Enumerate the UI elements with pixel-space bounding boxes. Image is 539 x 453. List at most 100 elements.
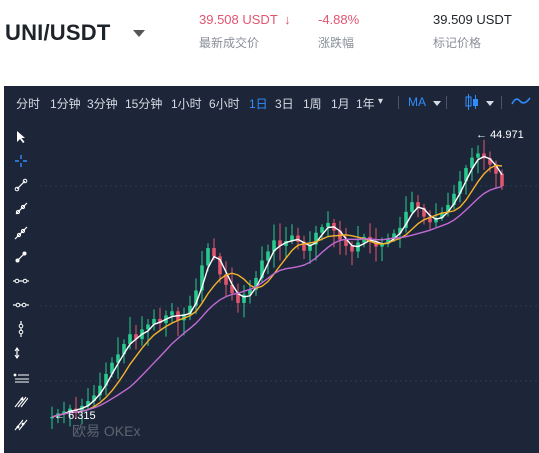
candle-body bbox=[272, 240, 276, 252]
indicator-ma-button[interactable]: MA bbox=[408, 95, 426, 109]
candle-body bbox=[458, 181, 462, 194]
chart-type-dropdown-icon[interactable] bbox=[486, 101, 494, 106]
candle-body bbox=[254, 277, 258, 290]
segment-icon[interactable] bbox=[10, 248, 32, 266]
horizontal-ray-glyph bbox=[13, 302, 29, 308]
candle-body bbox=[152, 318, 156, 325]
candlestick-glyph bbox=[465, 94, 478, 110]
tab-timeframe-fenshi[interactable]: 分时 bbox=[16, 97, 41, 111]
last-price-block: 39.508 USDT ↓ 最新成交价 bbox=[199, 12, 291, 51]
candle-body bbox=[476, 153, 480, 158]
ray-line-icon[interactable] bbox=[10, 200, 32, 218]
chart-toolbar: 分时 1分钟 3分钟 15分钟 1小时 6小时 1日 3日 1周 1月 1年 ▾… bbox=[4, 86, 539, 118]
candle-body bbox=[296, 235, 300, 242]
candle-body bbox=[398, 227, 402, 234]
parallel-channel-icon[interactable] bbox=[10, 368, 32, 386]
tab-timeframe-1m[interactable]: 1分钟 bbox=[50, 97, 81, 111]
tab-timeframe-3m[interactable]: 3分钟 bbox=[87, 97, 118, 111]
toolbar-divider bbox=[501, 96, 502, 109]
tab-timeframe-6h[interactable]: 6小时 bbox=[209, 97, 240, 111]
ma-line-mid bbox=[51, 164, 503, 418]
change-label: 涨跌幅 bbox=[318, 36, 355, 50]
candle-body bbox=[170, 311, 174, 316]
candle-body bbox=[344, 239, 348, 246]
candle-body bbox=[314, 232, 318, 245]
candle-body bbox=[278, 240, 282, 246]
candlestick-type-icon[interactable] bbox=[465, 93, 479, 114]
extended-line-icon[interactable] bbox=[10, 224, 32, 242]
tab-timeframe-1mo[interactable]: 1月 bbox=[331, 97, 350, 111]
candle-body bbox=[134, 334, 138, 340]
candlestick-chart-svg bbox=[40, 139, 539, 429]
high-price-value: 44.971 bbox=[490, 129, 524, 142]
candle-body bbox=[416, 202, 420, 208]
candle-body bbox=[218, 256, 222, 275]
candle-body bbox=[230, 284, 234, 294]
high-arrow-icon: ← bbox=[476, 129, 487, 142]
tab-timeframe-15m[interactable]: 15分钟 bbox=[125, 97, 163, 111]
tab-timeframe-1h[interactable]: 1小时 bbox=[171, 97, 202, 111]
candle-body bbox=[200, 265, 204, 291]
last-price-value: 39.508 USDT ↓ bbox=[199, 12, 291, 27]
tab-timeframe-1y[interactable]: 1年 bbox=[356, 97, 375, 111]
candle-body bbox=[488, 158, 492, 165]
candle-body bbox=[350, 245, 354, 252]
tab-timeframe-1d[interactable]: 1日 bbox=[249, 97, 268, 111]
candle-body bbox=[266, 251, 270, 261]
mark-price-block: 39.509 USDT 标记价格 bbox=[433, 12, 512, 51]
candle-body bbox=[122, 343, 126, 355]
candle-body bbox=[380, 243, 384, 247]
segment-glyph bbox=[15, 251, 27, 263]
pitchfork-icon[interactable] bbox=[10, 392, 32, 410]
candle-body bbox=[326, 222, 330, 228]
candle-body bbox=[116, 354, 120, 363]
horizontal-line-glyph bbox=[13, 278, 29, 284]
candle-body bbox=[500, 173, 504, 187]
tab-timeframe-1w[interactable]: 1周 bbox=[303, 97, 322, 111]
chart-panel: 分时 1分钟 3分钟 15分钟 1小时 6小时 1日 3日 1周 1月 1年 ▾… bbox=[4, 86, 539, 453]
candle-body bbox=[50, 416, 54, 419]
okex-watermark: 欧易 OKEx bbox=[72, 423, 141, 439]
candle-body bbox=[290, 235, 294, 242]
crosshair-glyph bbox=[15, 155, 27, 167]
candle-body bbox=[104, 373, 108, 386]
low-arrow-icon: ← bbox=[54, 409, 65, 422]
candle-body bbox=[494, 164, 498, 174]
candle-body bbox=[452, 193, 456, 205]
trading-pair-title[interactable]: UNI/USDT bbox=[5, 20, 111, 45]
candle-body bbox=[284, 241, 288, 246]
ma-line-short bbox=[51, 155, 503, 418]
trend-line-glyph bbox=[14, 178, 28, 192]
pair-dropdown-icon[interactable] bbox=[133, 30, 145, 37]
low-price-label: ← 6.315 bbox=[54, 410, 96, 422]
candle-body bbox=[62, 411, 66, 414]
candle-body bbox=[92, 395, 96, 401]
trend-line-icon[interactable] bbox=[10, 176, 32, 194]
candle-body bbox=[446, 204, 450, 213]
candle-body bbox=[146, 324, 150, 330]
timeframe-more-caret-icon[interactable]: ▾ bbox=[378, 96, 384, 107]
indicator-dropdown-icon[interactable] bbox=[433, 101, 441, 106]
candle-body bbox=[320, 227, 324, 233]
price-chart[interactable]: ← 44.971 ← 6.315 bbox=[40, 126, 539, 453]
parallel-channel-glyph bbox=[13, 373, 29, 383]
candle-body bbox=[194, 290, 198, 306]
horizontal-ray-icon[interactable] bbox=[10, 296, 32, 314]
candle-body bbox=[110, 362, 114, 374]
candle-body bbox=[464, 168, 468, 182]
crosshair-icon[interactable] bbox=[10, 152, 32, 170]
vertical-line-glyph bbox=[18, 321, 24, 337]
horizontal-line-icon[interactable] bbox=[10, 272, 32, 290]
candle-body bbox=[68, 408, 72, 412]
candle-body bbox=[392, 233, 396, 239]
line-chart-icon[interactable] bbox=[511, 94, 531, 111]
toolbar-divider bbox=[398, 96, 399, 109]
last-price-label: 最新成交价 bbox=[199, 36, 260, 50]
vertical-line-icon[interactable] bbox=[10, 320, 32, 338]
fib-icon[interactable] bbox=[10, 416, 32, 434]
candle-body bbox=[404, 211, 408, 228]
cursor-arrow-icon[interactable] bbox=[10, 128, 32, 146]
price-down-arrow-icon: ↓ bbox=[284, 12, 291, 27]
price-range-icon[interactable] bbox=[10, 344, 32, 362]
tab-timeframe-3d[interactable]: 3日 bbox=[275, 97, 294, 111]
